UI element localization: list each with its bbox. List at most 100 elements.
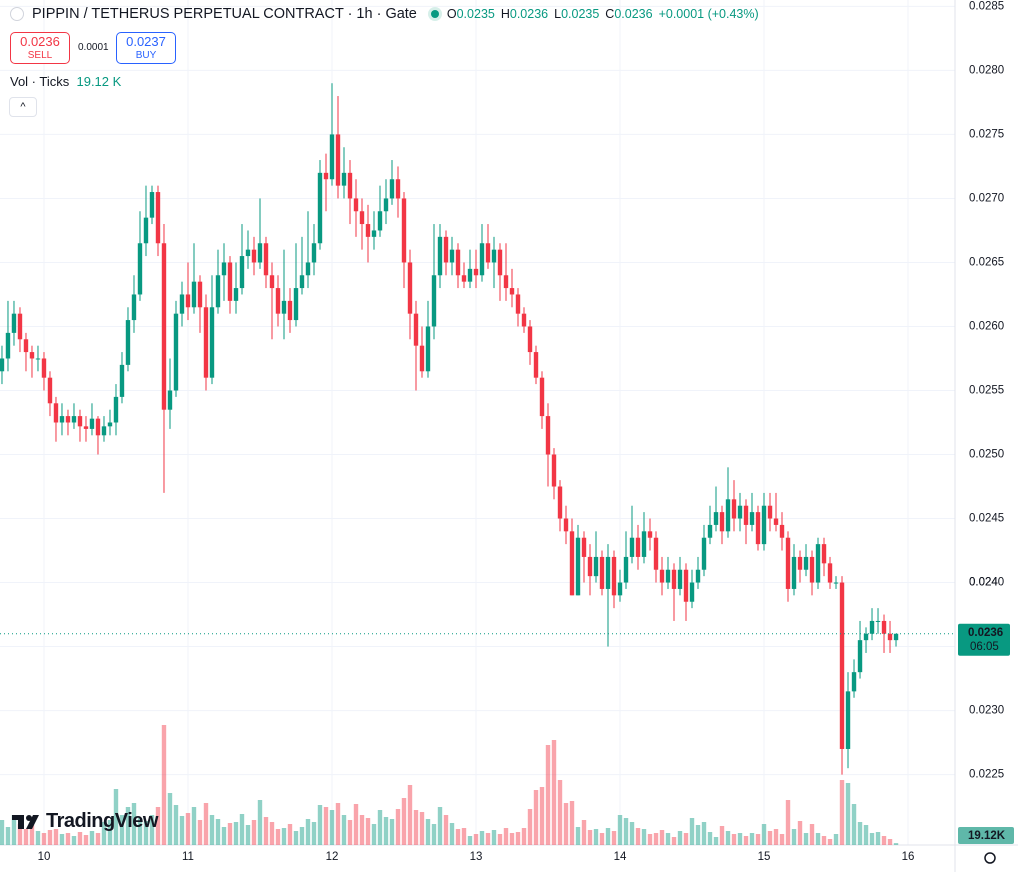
candle-body [47,377,53,404]
candle-body [629,537,635,557]
candle-body [167,390,173,410]
candle-body [479,243,485,276]
volume-bar [353,804,359,845]
candle-body [635,537,641,557]
candle-body [365,224,371,237]
candle-body [695,569,701,583]
symbol-icon [10,7,24,21]
volume-bar [893,843,899,845]
collapse-button[interactable]: ^ [9,97,37,117]
y-tick-label: 0.0250 [969,449,1004,461]
candle-body [353,198,359,212]
volume-bar [269,822,275,845]
candle-body [647,531,653,538]
candle-body [581,537,587,557]
symbol[interactable]: PIPPIN / TETHERUS PERPETUAL CONTRACT · 1… [32,6,417,22]
brand-logo[interactable]: TradingView [10,810,158,833]
volume-bar [863,825,869,845]
volume-bar [59,834,65,845]
candle-body [749,512,755,525]
buy-button[interactable]: 0.0237 BUY [116,32,176,64]
volume-bar [317,805,323,845]
volume-bar [857,822,863,845]
volume-bar [749,833,755,845]
ohlc: O0.0235 H0.0236 L0.0235 C0.0236 [447,7,653,21]
candle-body [287,300,293,321]
candle-body [575,537,581,596]
candle-body [35,358,41,360]
candle-body [785,537,791,589]
candle-body [599,556,605,589]
candle-body [503,275,509,289]
candle-body [143,217,149,244]
candle-body [767,505,773,519]
volume-bar [575,827,581,845]
candle-body [383,198,389,212]
candle-body [293,288,299,321]
volume-bar [647,834,653,845]
volume-bar [713,837,719,845]
volume-bar [89,831,95,845]
volume-bar [215,819,221,845]
brand-icon [12,814,39,829]
countdown: 06:05 [970,641,999,653]
volume-bar [155,807,161,845]
candle-body [89,418,95,429]
volume-bar [425,819,431,845]
volume-bar [569,801,575,845]
volume-bar [65,833,71,845]
ohlc-key: H [500,7,510,21]
candle-body [5,332,11,359]
candle-body [569,531,575,596]
volume-bar [455,829,461,845]
volume-bar [83,835,89,845]
candle-body [245,249,251,257]
candle-body [545,416,551,455]
candle-body [389,179,395,199]
candle-body [815,544,821,583]
volume-bar [137,818,143,845]
candle-body [707,524,713,538]
volume-bar [527,809,533,845]
status-dot [430,10,439,18]
candle-body [275,288,281,314]
volume-bar [275,829,281,845]
x-tick-label: 13 [470,851,483,863]
volume-bar [755,834,761,845]
volume-bar [161,725,167,845]
candle-body [65,416,71,423]
indicator-value: 19.12 K [76,74,122,89]
candle-body [731,499,737,519]
volume-bar [329,810,335,845]
volume-bar [335,803,341,845]
volume-bar [53,829,59,845]
volume-bar [845,783,851,845]
sell-button[interactable]: 0.0236 SELL [10,32,70,64]
volume-bar [833,834,839,845]
candle-body [719,512,725,532]
y-tick-label: 0.0285 [969,0,1004,12]
volume-bar [743,836,749,845]
candle-body [257,243,263,263]
candle-body [395,179,401,199]
candle-body [419,345,425,372]
ohlc-key: L [554,7,562,21]
candle-body [71,416,77,423]
volume-bar [281,828,287,845]
volume-bar [629,822,635,845]
indicator-name[interactable]: Vol · Ticks [10,74,70,89]
volume-bar [371,824,377,845]
candle-body [797,556,803,570]
candle-body [743,505,749,525]
candle-body [779,524,785,538]
candle-body [53,403,59,423]
candle-body [107,422,113,427]
volume-bar [671,837,677,845]
volume-bar [449,823,455,845]
candle-body [755,512,761,545]
volume-bar [29,825,35,845]
settings-icon[interactable] [984,852,996,864]
volume-bar [557,780,563,845]
candle-body [833,582,839,584]
